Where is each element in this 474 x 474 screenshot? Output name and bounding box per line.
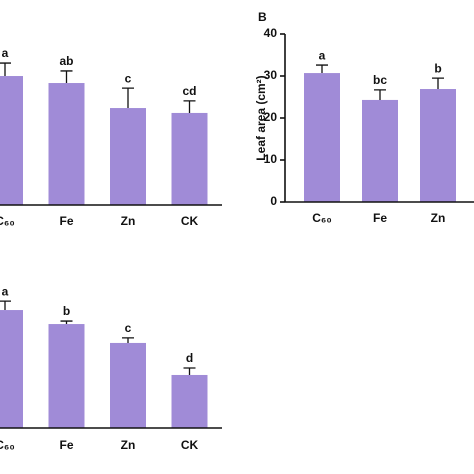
y-tick-label: 40 <box>264 26 278 40</box>
significance-letter: a <box>2 284 9 298</box>
significance-letter: b <box>434 61 441 75</box>
panel-label: B <box>258 10 267 24</box>
x-tick-label: C₆₀ <box>0 214 15 228</box>
y-axis-label: Leaf area (cm²) <box>254 75 268 160</box>
x-tick-label: Zn <box>431 211 446 225</box>
significance-letter: a <box>2 46 9 60</box>
x-tick-label: Fe <box>373 211 387 225</box>
y-tick-label: 0 <box>270 194 277 208</box>
bar <box>171 112 208 205</box>
y-tick-label: 20 <box>264 110 278 124</box>
bar <box>0 310 23 428</box>
error-bar <box>316 64 328 74</box>
significance-letter: cd <box>182 84 196 98</box>
bar <box>110 342 146 428</box>
error-bar <box>122 337 134 343</box>
significance-letter: c <box>125 321 132 335</box>
bar <box>0 76 23 206</box>
x-tick-label: Fe <box>59 438 73 452</box>
error-bar <box>122 87 134 109</box>
significance-letter: a <box>319 48 326 62</box>
error-bar <box>0 300 11 311</box>
significance-letter: d <box>186 351 193 365</box>
error-bar <box>432 77 444 90</box>
significance-letter: ab <box>59 54 73 68</box>
x-tick-label: C₆₀ <box>312 211 332 225</box>
bar <box>362 99 398 202</box>
error-bar <box>374 89 386 100</box>
error-bar <box>0 62 11 77</box>
y-tick-label: 30 <box>264 68 278 82</box>
x-tick-label: C₆₀ <box>0 438 15 452</box>
significance-letter: b <box>63 304 70 318</box>
bar <box>171 374 208 428</box>
y-tick-label: 10 <box>264 152 278 166</box>
bar <box>110 108 146 205</box>
x-tick-label: CK <box>181 214 199 228</box>
error-bar <box>60 320 73 325</box>
significance-letter: bc <box>373 73 387 87</box>
error-bar <box>60 70 73 84</box>
bar <box>48 324 85 428</box>
significance-letter: c <box>125 71 132 85</box>
error-bar <box>183 367 196 375</box>
x-tick-label: Zn <box>121 438 136 452</box>
bar <box>48 83 85 205</box>
x-tick-label: CK <box>181 438 199 452</box>
bar <box>420 89 456 202</box>
error-bar <box>183 100 196 113</box>
x-tick-label: Zn <box>121 214 136 228</box>
bar <box>304 73 340 202</box>
x-tick-label: Fe <box>59 214 73 228</box>
